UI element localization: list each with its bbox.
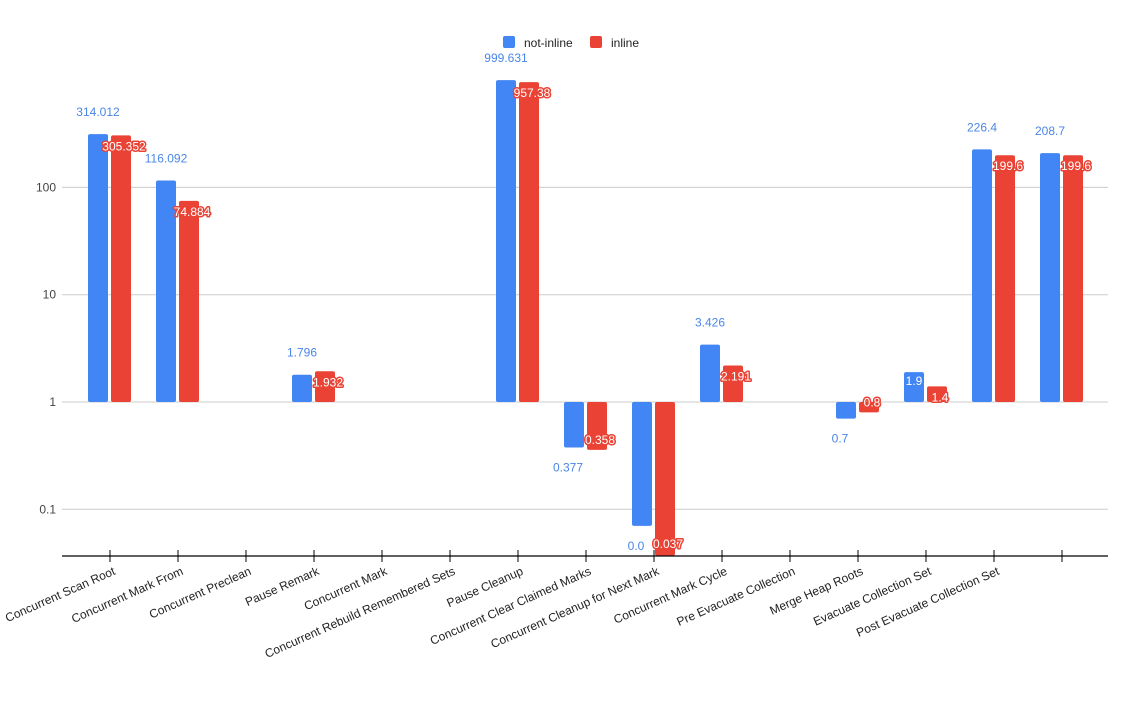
- x-tick-label: Concurrent Mark Cycle: [611, 564, 729, 627]
- bar-not-inline[interactable]: [904, 372, 924, 402]
- data-label-inline: 2.191: [721, 369, 751, 383]
- bar-inline[interactable]: [519, 82, 539, 403]
- y-axis-ticks: 0.1 1 10 100: [36, 180, 56, 516]
- bar-inline[interactable]: [995, 155, 1015, 402]
- x-axis: [62, 550, 1108, 562]
- bar-inline[interactable]: [859, 402, 879, 413]
- data-label-not-inline: 0.7: [832, 432, 849, 446]
- bar-not-inline[interactable]: [836, 402, 856, 419]
- data-label-inline: 957.38: [514, 86, 551, 100]
- bar-not-inline[interactable]: [700, 344, 720, 402]
- x-tick-label: Concurrent Mark From: [69, 564, 185, 626]
- data-label-not-inline: 0.0: [628, 539, 645, 553]
- legend-swatch-not-inline: [503, 36, 515, 48]
- data-label-not-inline: 116.092: [145, 151, 188, 165]
- bar-not-inline[interactable]: [564, 402, 584, 448]
- bar-not-inline[interactable]: [972, 149, 992, 402]
- legend-label-inline: inline: [611, 36, 639, 50]
- data-label-not-inline: 226.4: [967, 120, 997, 134]
- y-tick-label: 100: [36, 180, 56, 194]
- data-label-inline: 199.6: [993, 159, 1023, 173]
- legend-item-inline[interactable]: inline: [590, 36, 639, 50]
- bar-not-inline[interactable]: [156, 180, 176, 402]
- bar-inline[interactable]: [179, 200, 199, 402]
- x-tick-label: Pre Evacuate Collection: [675, 564, 798, 629]
- data-label-not-inline: 314.012: [76, 105, 120, 119]
- data-label-not-inline: 0.377: [553, 460, 583, 474]
- bar-inline[interactable]: [927, 386, 947, 402]
- gridlines: [62, 186, 1108, 510]
- data-label-inline: 0.358: [585, 433, 615, 447]
- data-label-not-inline: 1.9: [906, 374, 923, 388]
- data-label-inline: 1.4: [932, 390, 949, 404]
- y-tick-label: 0.1: [39, 502, 56, 516]
- bar-inline[interactable]: [587, 402, 607, 450]
- bar-inline[interactable]: [1063, 155, 1083, 402]
- bar-not-inline[interactable]: [1040, 153, 1060, 402]
- legend-item-not-inline[interactable]: not-inline: [503, 36, 573, 50]
- bar-not-inline[interactable]: [292, 374, 312, 402]
- bar-not-inline[interactable]: [88, 134, 108, 402]
- data-label-not-inline: 3.426: [695, 316, 725, 330]
- data-label-inline: 74.884: [174, 205, 211, 219]
- data-labels: 314.012 116.092 1.796 999.631 0.377 0.0 3.426 0…: [76, 51, 1093, 553]
- data-label-not-inline: 1.796: [287, 346, 317, 360]
- data-label-inline: 0.8: [864, 395, 881, 409]
- bar-inline[interactable]: [655, 402, 675, 556]
- data-label-not-inline: 999.631: [484, 51, 528, 65]
- bar-not-inline[interactable]: [496, 80, 516, 403]
- data-label-inline: 199.6: [1061, 159, 1091, 173]
- x-tick-label: Concurrent Scan Root: [3, 564, 118, 625]
- legend-swatch-inline: [590, 36, 602, 48]
- y-tick-label: 1: [49, 395, 56, 409]
- bar-inline[interactable]: [723, 365, 743, 402]
- legend-label-not-inline: not-inline: [524, 36, 573, 50]
- legend: not-inline inline: [503, 36, 639, 50]
- data-label-inline: 1.932: [313, 375, 343, 389]
- bars: [88, 80, 1083, 556]
- data-label-inline: 305.352: [102, 139, 146, 153]
- bar-inline[interactable]: [111, 135, 131, 403]
- data-label-not-inline: 208.7: [1035, 124, 1065, 138]
- data-label-inline: 0.037: [653, 537, 683, 551]
- bar-not-inline[interactable]: [632, 402, 652, 526]
- y-tick-label: 10: [43, 288, 57, 302]
- bar-inline[interactable]: [315, 371, 335, 402]
